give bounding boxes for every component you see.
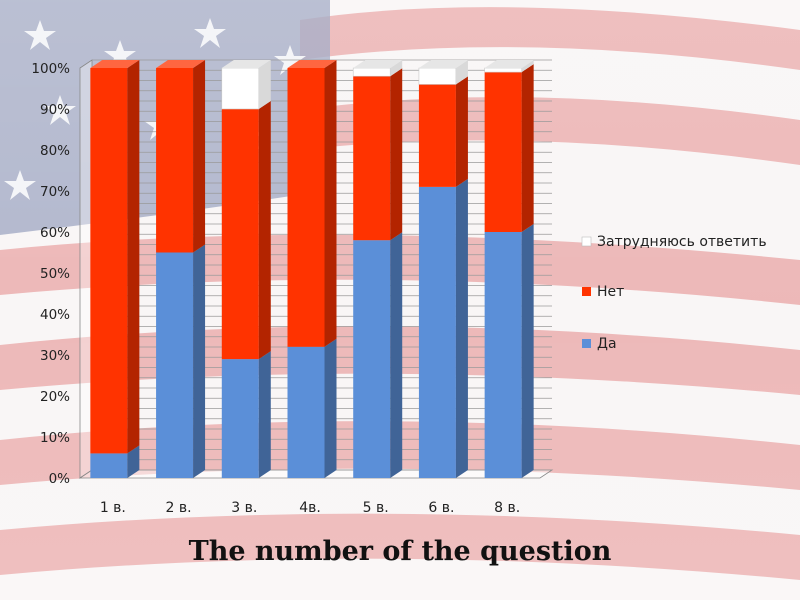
bar-segment xyxy=(418,60,468,85)
bar-side xyxy=(521,224,534,478)
bar-segment xyxy=(156,60,206,253)
bar-front xyxy=(287,68,325,347)
bar-front xyxy=(484,232,522,478)
y-tick-label: 90% xyxy=(40,102,70,118)
bar-side xyxy=(258,351,271,478)
bar-segment xyxy=(156,244,206,478)
bar-segment xyxy=(484,224,534,478)
bar-segment xyxy=(484,64,534,232)
bar-front xyxy=(418,84,456,187)
y-tick-label: 40% xyxy=(40,307,70,323)
x-tick-label: 1 в. xyxy=(100,500,126,516)
legend-swatch xyxy=(582,339,591,348)
bar-top xyxy=(90,60,140,68)
bar-side xyxy=(324,338,337,478)
bar-front xyxy=(418,67,457,85)
y-tick-label: 60% xyxy=(40,225,70,241)
bar-top xyxy=(353,60,403,68)
bar-front xyxy=(484,67,522,73)
legend-label: Нет xyxy=(597,284,624,300)
y-tick-label: 80% xyxy=(40,143,70,159)
bar-segment xyxy=(352,60,403,77)
y-tick-label: 50% xyxy=(40,266,70,282)
bar-front xyxy=(484,72,522,232)
y-tick-label: 0% xyxy=(49,471,71,487)
bar-top xyxy=(156,60,206,68)
bar-segment xyxy=(418,178,468,478)
bar-front xyxy=(156,68,194,253)
bar-front xyxy=(418,186,456,478)
bar-side xyxy=(193,244,206,478)
x-tick-label: 8 в. xyxy=(494,500,520,516)
legend-label: Затрудняюсь ответить xyxy=(597,234,767,250)
bar-front xyxy=(221,67,260,110)
x-tick-label: 4в. xyxy=(299,500,321,516)
bar-front xyxy=(353,76,391,241)
bar-segment xyxy=(287,338,337,478)
y-tick-label: 10% xyxy=(40,430,70,446)
bar-top xyxy=(484,60,534,68)
x-tick-label: 6 в. xyxy=(428,500,454,516)
y-tick-label: 70% xyxy=(40,184,70,200)
bar-side xyxy=(390,60,403,77)
bar-front xyxy=(353,240,391,478)
bar-side xyxy=(390,232,403,478)
bar-segment xyxy=(90,60,140,454)
bar-top xyxy=(287,60,337,68)
bar-segment xyxy=(484,60,534,73)
x-tick-label: 3 в. xyxy=(231,500,257,516)
x-tick-label: 2 в. xyxy=(166,500,192,516)
y-tick-label: 100% xyxy=(31,61,70,77)
bar-segment xyxy=(418,76,468,187)
bar-side xyxy=(258,101,271,360)
bar-side xyxy=(455,178,468,478)
bar-segment xyxy=(287,60,337,347)
bar-top xyxy=(418,60,468,68)
bar-front xyxy=(221,359,259,478)
legend-swatch xyxy=(582,287,591,296)
bar-front xyxy=(156,252,194,478)
bar-side xyxy=(127,60,140,454)
bar-side xyxy=(258,60,271,109)
bar-top xyxy=(221,60,271,68)
bar-side xyxy=(521,60,534,73)
bar-side xyxy=(127,445,140,478)
legend-label: Да xyxy=(597,336,617,352)
bar-front xyxy=(287,346,325,478)
bar-segment xyxy=(90,445,140,478)
side-wall xyxy=(79,59,93,479)
legend-swatch xyxy=(581,236,592,247)
bar-segment xyxy=(353,232,403,478)
y-tick-label: 30% xyxy=(40,348,70,364)
bar-side xyxy=(324,60,337,347)
x-tick-label: 5 в. xyxy=(363,500,389,516)
bar-front xyxy=(90,453,128,478)
y-tick-label: 20% xyxy=(40,389,70,405)
bar-side xyxy=(455,60,468,85)
bar-side xyxy=(455,76,468,187)
bar-side xyxy=(521,64,534,232)
bar-front xyxy=(352,67,391,77)
bar-front xyxy=(221,109,259,360)
bar-segment xyxy=(221,101,271,360)
bar-segment xyxy=(221,60,271,110)
bar-segment xyxy=(221,351,271,478)
bar-side xyxy=(390,68,403,241)
bar-side xyxy=(193,60,206,253)
x-axis-title: The number of the question xyxy=(188,536,612,567)
bar-segment xyxy=(353,68,403,241)
bar-front xyxy=(90,68,128,454)
